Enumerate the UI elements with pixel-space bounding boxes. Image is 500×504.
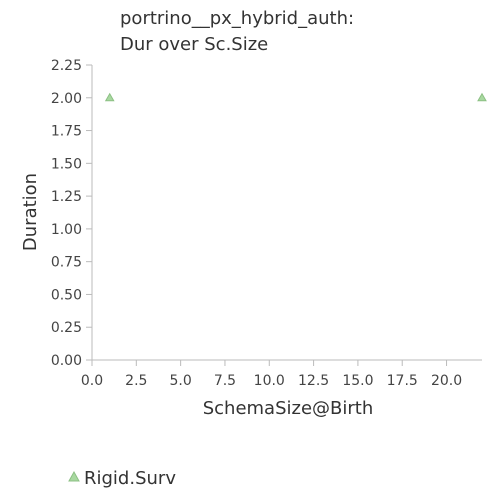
chart-title-line-1: portrino__px_hybrid_auth: bbox=[120, 8, 354, 29]
y-tick-label: 0.25 bbox=[51, 320, 82, 336]
y-tick-label: 0.50 bbox=[51, 287, 82, 303]
x-tick-label: 2.5 bbox=[125, 373, 147, 389]
legend-label-rigid-surv: Rigid.Surv bbox=[84, 468, 176, 489]
x-tick-label: 15.0 bbox=[342, 373, 373, 389]
y-tick-label: 2.25 bbox=[51, 58, 82, 74]
y-tick-label: 1.25 bbox=[51, 189, 82, 205]
x-tick-label: 12.5 bbox=[298, 373, 329, 389]
data-point bbox=[104, 92, 115, 102]
y-axis-title: Duration bbox=[20, 173, 41, 251]
y-tick-label: 1.00 bbox=[51, 222, 82, 238]
axes bbox=[91, 65, 482, 361]
y-tick-label: 1.75 bbox=[51, 124, 82, 140]
data-points bbox=[104, 92, 487, 102]
x-tick-label: 7.5 bbox=[214, 373, 236, 389]
data-point bbox=[477, 92, 487, 102]
chart-title-line-2: Dur over Sc.Size bbox=[120, 34, 268, 55]
y-tick-label: 1.50 bbox=[51, 156, 82, 172]
x-axis-title: SchemaSize@Birth bbox=[203, 398, 374, 419]
chart-title: portrino__px_hybrid_auth: Dur over Sc.Si… bbox=[120, 8, 354, 55]
x-tick-label: 20.0 bbox=[431, 373, 462, 389]
legend-marker-rigid-surv bbox=[68, 470, 80, 482]
x-tick-label: 10.0 bbox=[254, 373, 285, 389]
y-tick-label: 0.75 bbox=[51, 255, 82, 271]
y-tick-label: 2.00 bbox=[51, 91, 82, 107]
y-axis-ticks: 0.00 0.25 0.50 0.75 1.00 1.25 1.50 1.75 2.00 2.25 bbox=[51, 58, 92, 369]
x-axis-ticks: 0.0 2.5 5.0 7.5 10.0 12.5 15.0 17.5 20.0 bbox=[81, 360, 462, 389]
x-tick-label: 0.0 bbox=[81, 373, 103, 389]
x-tick-label: 5.0 bbox=[170, 373, 192, 389]
y-tick-label: 0.00 bbox=[51, 353, 82, 369]
x-tick-label: 17.5 bbox=[387, 373, 418, 389]
legend: Rigid.Surv bbox=[68, 468, 176, 489]
